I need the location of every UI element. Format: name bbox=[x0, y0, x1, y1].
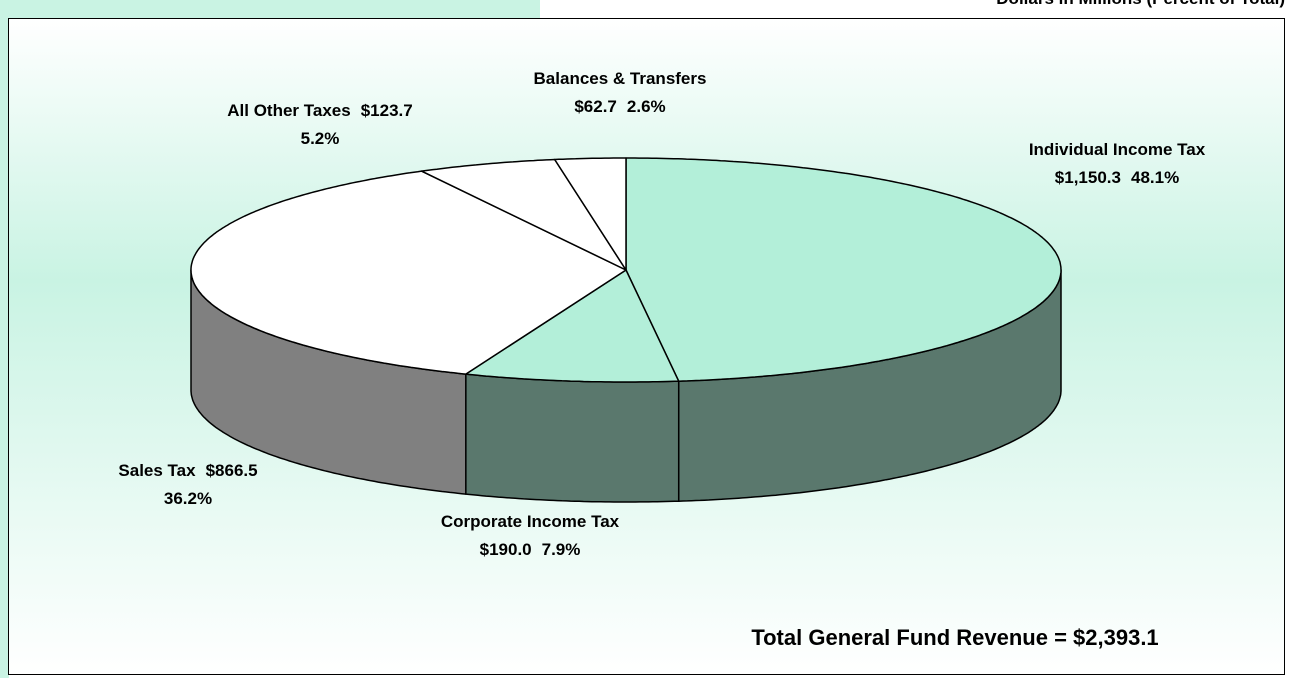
slice-label: Corporate Income Tax bbox=[441, 512, 620, 531]
percent-label: 48.1% bbox=[1131, 168, 1179, 187]
slice-label: All Other Taxes $123.7 bbox=[227, 101, 412, 120]
category-label: Corporate Income Tax bbox=[441, 512, 620, 531]
slice-label: $62.7 2.6% bbox=[574, 97, 665, 116]
slice-label: 5.2% bbox=[301, 129, 340, 148]
slice bbox=[625, 157, 1062, 382]
category-label: Sales Tax bbox=[118, 461, 196, 480]
slice bbox=[553, 157, 627, 271]
percent-label: 2.6% bbox=[627, 97, 666, 116]
total-annotation: Total General Fund Revenue = $2,393.1 bbox=[751, 625, 1158, 650]
slice-label: 36.2% bbox=[164, 489, 212, 508]
slice bbox=[465, 269, 680, 383]
slice bbox=[190, 170, 627, 375]
value-label: $190.0 bbox=[480, 540, 532, 559]
header-strip bbox=[0, 0, 540, 18]
slice-label: Individual Income Tax bbox=[1029, 140, 1206, 159]
category-label: Individual Income Tax bbox=[1029, 140, 1206, 159]
value-label: $866.5 bbox=[206, 461, 258, 480]
category-label: Balances & Transfers bbox=[534, 69, 707, 88]
subtitle: Dollars in Millions (Percent of Total) bbox=[996, 0, 1285, 8]
slice-label: $1,150.3 48.1% bbox=[1055, 168, 1179, 187]
value-label: $1,150.3 bbox=[1055, 168, 1121, 187]
pie bbox=[190, 157, 1062, 503]
slice-label: Sales Tax $866.5 bbox=[118, 461, 257, 480]
slice-side bbox=[465, 373, 680, 503]
slice-label: Balances & Transfers bbox=[534, 69, 707, 88]
value-label: $123.7 bbox=[361, 101, 413, 120]
slice-label: $190.0 7.9% bbox=[480, 540, 581, 559]
side-strip bbox=[0, 0, 9, 678]
percent-label: 5.2% bbox=[301, 129, 340, 148]
slice bbox=[420, 158, 627, 271]
value-label: $62.7 bbox=[574, 97, 617, 116]
labels: Individual Income Tax $1,150.3 48.1% Corpor… bbox=[118, 69, 1205, 559]
percent-label: 7.9% bbox=[542, 540, 581, 559]
category-label: All Other Taxes bbox=[227, 101, 350, 120]
percent-label: 36.2% bbox=[164, 489, 212, 508]
